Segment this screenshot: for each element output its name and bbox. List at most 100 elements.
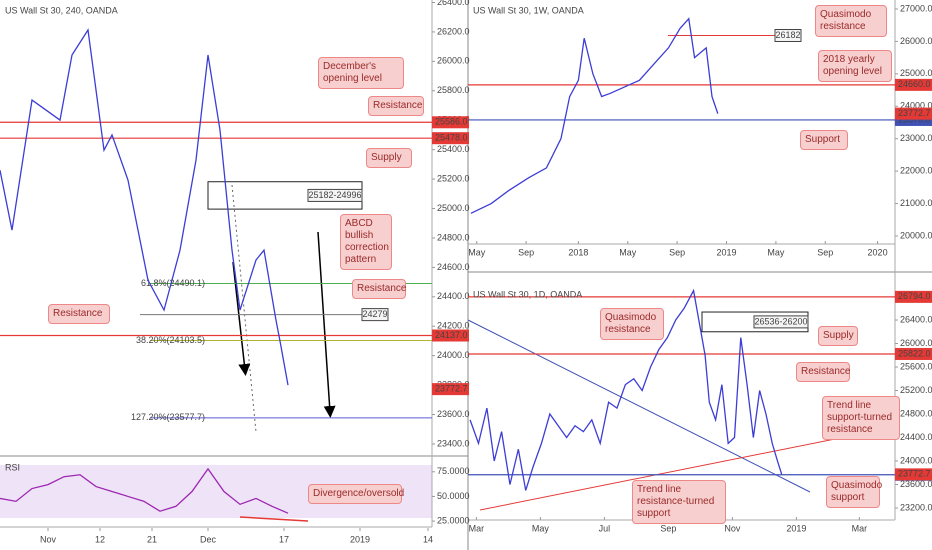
y-tick-label: 24000.0: [900, 455, 932, 465]
zone-tag: [307, 188, 363, 202]
x-tick-label: Jul: [599, 523, 611, 533]
y-tick-label: 27000.0: [900, 3, 932, 13]
y-tick-label: 26000.0: [437, 56, 470, 66]
last-price-label: 23772.7: [435, 383, 468, 393]
trend-line: [479, 426, 896, 511]
price-line: [0, 28, 289, 386]
fib-label: 61.8%(24490.1): [141, 278, 205, 288]
dotted-leg: [231, 184, 257, 433]
annotation: ABCD bullish correction pattern: [340, 214, 392, 270]
price-tag: [895, 290, 932, 303]
y-tick-label: 24000.0: [900, 101, 932, 111]
y-tick-label: 25000.0: [900, 68, 932, 78]
y-tick-label: 26400.0: [900, 314, 932, 324]
annotation: Support: [800, 130, 848, 150]
last-price-tag: [432, 383, 469, 396]
annotation: Supply: [818, 326, 858, 346]
y-tick-label: 24400.0: [437, 291, 470, 301]
x-tick-label: 2019: [350, 534, 370, 544]
y-tick-label: 21000.0: [900, 198, 932, 208]
last-price-tag: [895, 468, 932, 481]
x-tick-label: Sep: [669, 247, 685, 257]
y-tick-label: 50.0000: [437, 491, 470, 501]
x-tick-label: 2018: [568, 247, 588, 257]
price-tag-label: 24660.0: [898, 79, 931, 89]
y-tick-label: 23000.0: [900, 133, 932, 143]
price-tag-label: 25478.0: [435, 133, 468, 143]
level-tag: [774, 29, 802, 43]
x-tick-label: 2019: [717, 247, 737, 257]
price-tag: [432, 116, 469, 129]
annotation: Supply: [366, 148, 412, 168]
x-tick-label: 21: [147, 534, 157, 544]
price-tag-label: 25586.0: [435, 117, 468, 127]
y-tick-label: 23400.0: [437, 438, 470, 448]
price-line: [470, 17, 719, 214]
y-tick-label: 23200.0: [900, 502, 932, 512]
price-line: [469, 288, 783, 491]
y-tick-label: 26200.0: [437, 26, 470, 36]
fib-label: 127.20%(23577.7): [131, 412, 205, 422]
x-tick-label: Nov: [724, 523, 741, 533]
fib-label: 38.20%(24103.5): [136, 335, 205, 345]
y-tick-label: 25.0000: [437, 515, 470, 525]
y-tick-label: 22000.0: [900, 166, 932, 176]
price-tag-label: 26794.0: [898, 291, 931, 301]
y-tick-label: 24400.0: [900, 432, 932, 442]
level-label: 26182: [775, 30, 800, 40]
x-tick-label: Dec: [200, 534, 217, 544]
price-tag: [895, 78, 932, 91]
y-tick-label: 24800.0: [437, 232, 470, 242]
y-tick-label: 25200.0: [900, 385, 932, 395]
price-line: [0, 467, 289, 514]
y-tick-label: 24000.0: [437, 350, 470, 360]
chart-title: US Wall St 30, 1W, OANDA: [473, 5, 584, 15]
annotation: Quasimodo resistance: [600, 308, 664, 340]
price-tag-label: 24137.0: [435, 330, 468, 340]
y-tick-label: 24800.0: [900, 408, 932, 418]
annotation: Resistance: [48, 304, 110, 324]
last-price-tag: [895, 107, 932, 120]
y-tick-label: 25600.0: [900, 361, 932, 371]
annotation: Resistance: [352, 279, 406, 299]
x-tick-label: May: [468, 247, 486, 257]
level-tag: [361, 308, 389, 322]
trend-line: [467, 319, 811, 493]
annotation: Resistance: [368, 96, 424, 116]
price-tag: [432, 329, 469, 342]
y-tick-label: 26400.0: [437, 0, 470, 7]
zone-label: 25182-24996: [308, 190, 361, 200]
y-tick-label: 20000.0: [900, 230, 932, 240]
y-tick-label: 24200.0: [437, 321, 470, 331]
chart-title: US Wall St 30, 240, OANDA: [5, 5, 118, 15]
x-tick-label: 2020: [868, 247, 888, 257]
annotation: Divergence/oversold: [308, 484, 404, 504]
x-tick-label: Mar: [852, 523, 868, 533]
chart-title: RSI: [5, 462, 20, 472]
annotation: 2018 yearly opening level: [818, 50, 892, 82]
x-tick-label: Nov: [40, 534, 57, 544]
arrow: [317, 231, 336, 418]
y-tick-label: 26000.0: [900, 338, 932, 348]
divergence-line: [239, 516, 309, 522]
last-price-label: 23772.7: [898, 108, 931, 118]
last-price-label: 23772.7: [898, 469, 931, 479]
x-tick-label: 14: [423, 534, 433, 544]
y-tick-label: 23600.0: [900, 479, 932, 489]
annotation: Trend line support-turned resistance: [822, 396, 900, 440]
annotation: December's opening level: [318, 57, 404, 89]
x-tick-label: Sep: [518, 247, 534, 257]
annotation: Quasimodo resistance: [815, 5, 887, 37]
chart-title: US Wall St 30, 1D, OANDA: [473, 289, 582, 299]
y-tick-label: 24600.0: [437, 262, 470, 272]
y-tick-label: 26000.0: [900, 36, 932, 46]
level-label: 24279: [362, 309, 387, 319]
price-tag: [895, 347, 932, 360]
x-tick-label: Sep: [660, 523, 676, 533]
y-tick-label: 23600.0: [437, 409, 470, 419]
price-tag-label: 25822.0: [898, 348, 931, 358]
x-tick-label: Sep: [817, 247, 833, 257]
arrow: [232, 261, 251, 376]
